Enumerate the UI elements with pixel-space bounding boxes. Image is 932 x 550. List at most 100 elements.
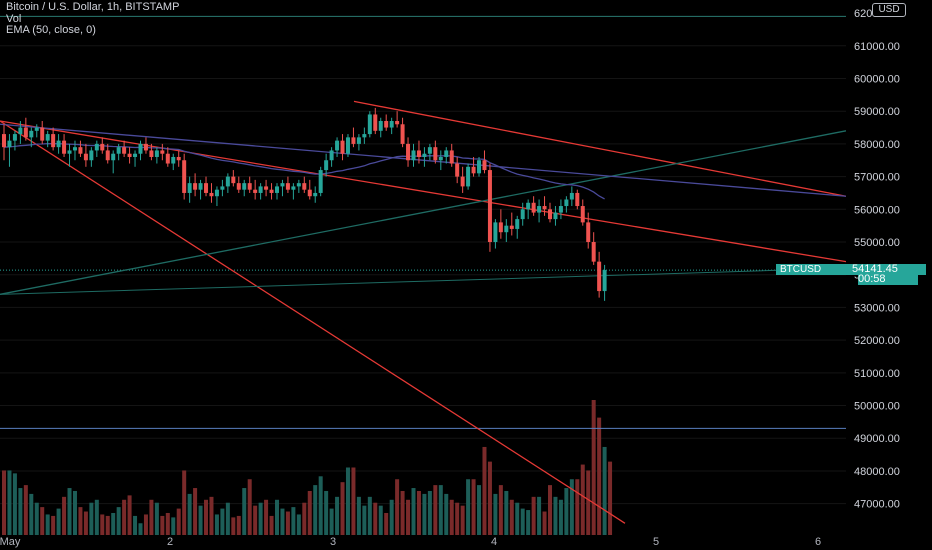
candle[interactable] bbox=[45, 130, 50, 148]
candle[interactable] bbox=[558, 199, 563, 220]
candle[interactable] bbox=[280, 179, 285, 197]
candle[interactable] bbox=[2, 124, 6, 161]
candle[interactable] bbox=[133, 150, 138, 167]
candle[interactable] bbox=[580, 199, 585, 226]
candle[interactable] bbox=[100, 137, 105, 154]
candle[interactable] bbox=[400, 117, 405, 148]
candle[interactable] bbox=[520, 202, 525, 226]
candle[interactable] bbox=[340, 134, 345, 161]
candle[interactable] bbox=[40, 121, 45, 144]
candle[interactable] bbox=[449, 143, 454, 167]
candle[interactable] bbox=[149, 143, 154, 161]
candle[interactable] bbox=[345, 134, 350, 157]
candle[interactable] bbox=[264, 179, 269, 197]
candle[interactable] bbox=[78, 140, 83, 157]
candle[interactable] bbox=[34, 124, 39, 138]
candle[interactable] bbox=[23, 117, 28, 141]
trendline-upper-channel[interactable] bbox=[353, 100, 847, 197]
candle[interactable] bbox=[416, 140, 421, 164]
candle[interactable] bbox=[236, 176, 241, 193]
candle[interactable] bbox=[56, 134, 61, 154]
candle[interactable] bbox=[487, 163, 492, 252]
candle[interactable] bbox=[116, 143, 121, 161]
candle[interactable] bbox=[204, 176, 209, 197]
ema-indicator-label[interactable]: EMA (50, close, 0) bbox=[6, 24, 96, 36]
candle[interactable] bbox=[72, 140, 77, 161]
candle[interactable] bbox=[198, 179, 203, 200]
candle[interactable] bbox=[51, 127, 56, 151]
candle[interactable] bbox=[318, 166, 323, 197]
candle[interactable] bbox=[182, 153, 187, 200]
candle[interactable] bbox=[143, 137, 148, 154]
candle[interactable] bbox=[193, 173, 198, 197]
candle[interactable] bbox=[509, 212, 514, 236]
trendline-ascending-teal[interactable] bbox=[0, 130, 847, 295]
candle[interactable] bbox=[351, 127, 356, 148]
symbol-title[interactable]: Bitcoin / U.S. Dollar, 1h, BITSTAMP bbox=[6, 1, 180, 13]
candle[interactable] bbox=[591, 232, 596, 265]
candle[interactable] bbox=[389, 117, 394, 135]
trendline-steep-descending[interactable] bbox=[0, 120, 626, 524]
candle[interactable] bbox=[406, 137, 411, 167]
candle[interactable] bbox=[67, 143, 72, 167]
candle[interactable] bbox=[444, 147, 449, 164]
candle[interactable] bbox=[269, 183, 274, 200]
candle[interactable] bbox=[466, 163, 471, 190]
volume-indicator-label[interactable]: Vol bbox=[6, 12, 22, 25]
candle[interactable] bbox=[89, 147, 94, 167]
candle[interactable] bbox=[7, 134, 12, 167]
candle[interactable] bbox=[335, 137, 340, 157]
candle[interactable] bbox=[531, 196, 536, 216]
candle[interactable] bbox=[122, 140, 127, 157]
candle[interactable] bbox=[586, 212, 591, 249]
candle[interactable] bbox=[18, 121, 23, 144]
candlesticks[interactable] bbox=[2, 107, 607, 301]
candle[interactable] bbox=[105, 143, 110, 164]
candle[interactable] bbox=[422, 147, 427, 167]
candle[interactable] bbox=[373, 107, 378, 135]
candle[interactable] bbox=[160, 143, 165, 161]
candle[interactable] bbox=[94, 140, 99, 157]
candle[interactable] bbox=[460, 166, 465, 193]
candle[interactable] bbox=[438, 150, 443, 171]
candle[interactable] bbox=[455, 156, 460, 184]
candle[interactable] bbox=[553, 206, 558, 226]
candle[interactable] bbox=[258, 183, 263, 200]
candle[interactable] bbox=[111, 150, 116, 174]
candle[interactable] bbox=[542, 196, 547, 216]
candle[interactable] bbox=[498, 209, 503, 239]
candle[interactable] bbox=[242, 179, 247, 197]
candle[interactable] bbox=[247, 176, 252, 193]
candle[interactable] bbox=[275, 183, 279, 200]
candle[interactable] bbox=[291, 183, 296, 200]
candle[interactable] bbox=[471, 156, 476, 177]
candle[interactable] bbox=[537, 199, 542, 223]
trendline-middle-channel[interactable] bbox=[0, 120, 847, 263]
candle[interactable] bbox=[378, 117, 383, 138]
currency-badge[interactable]: USD bbox=[872, 3, 906, 17]
trendline-long-purple[interactable] bbox=[0, 123, 847, 197]
candle[interactable] bbox=[209, 183, 214, 203]
candle[interactable] bbox=[313, 186, 318, 203]
candle[interactable] bbox=[384, 114, 389, 131]
candle[interactable] bbox=[362, 127, 367, 144]
candle[interactable] bbox=[564, 196, 569, 213]
candle[interactable] bbox=[302, 176, 307, 193]
candle[interactable] bbox=[575, 189, 580, 210]
candle[interactable] bbox=[253, 179, 258, 200]
candle[interactable] bbox=[220, 179, 225, 197]
candle[interactable] bbox=[12, 130, 17, 151]
candle[interactable] bbox=[176, 150, 181, 167]
teal-support-line[interactable] bbox=[0, 267, 847, 295]
candle[interactable] bbox=[427, 143, 432, 161]
candle[interactable] bbox=[482, 150, 487, 174]
candle[interactable] bbox=[526, 199, 531, 220]
candle[interactable] bbox=[548, 202, 552, 223]
candle[interactable] bbox=[29, 127, 34, 148]
candle[interactable] bbox=[504, 219, 509, 243]
candle[interactable] bbox=[154, 147, 159, 164]
candle[interactable] bbox=[433, 140, 438, 164]
candle[interactable] bbox=[62, 134, 67, 157]
candle[interactable] bbox=[597, 251, 602, 298]
